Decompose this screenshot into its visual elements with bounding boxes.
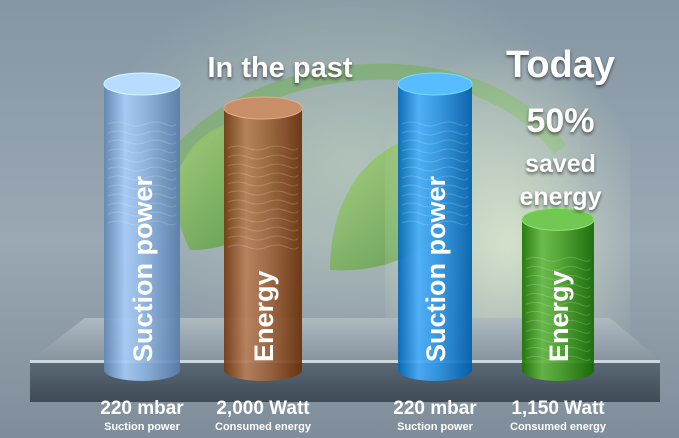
bar-wave [401, 130, 469, 136]
bar-wave [401, 184, 469, 190]
bar-wave [525, 337, 591, 343]
bar-wave [107, 121, 177, 127]
value-label: 220 mbar [393, 398, 477, 419]
bar-wave [227, 226, 299, 232]
bar-wave [107, 130, 177, 136]
bar-wave [107, 157, 177, 163]
bar-wave [525, 283, 591, 289]
today-heading: Today [505, 44, 616, 86]
past-heading: In the past [207, 52, 353, 84]
bar-wave [107, 139, 177, 145]
bar-body [224, 108, 302, 381]
value-label: 220 mbar [100, 398, 184, 419]
value-label: 1,150 Watt [511, 398, 605, 419]
bars-group: Suction power Energy Suction power Energy [103, 72, 595, 381]
bar-wave [401, 211, 469, 217]
value-sublabel: Suction power [104, 421, 181, 433]
bar-top [223, 96, 303, 120]
bar-wave [401, 220, 469, 226]
bar-name-label: Suction power [128, 176, 158, 363]
bar-body [398, 84, 472, 381]
bar-wave [107, 193, 177, 199]
platform-edge [30, 360, 660, 363]
bar-wave [107, 148, 177, 154]
bar-wave [401, 193, 469, 199]
bar-name-label: Energy [544, 270, 574, 362]
bar-wave [107, 202, 177, 208]
bar-wave [227, 145, 299, 151]
bar-wave [525, 310, 591, 316]
bar-wave [401, 175, 469, 181]
bar-wave [401, 148, 469, 154]
value-sublabel: Consumed energy [510, 421, 607, 433]
bar-top [397, 72, 473, 96]
bar-wave [227, 154, 299, 160]
bar-wave [525, 274, 591, 280]
platform-top [30, 318, 660, 360]
savings-caption: saved energy [498, 148, 623, 214]
bar-wave [227, 181, 299, 187]
bar-wave [227, 208, 299, 214]
bar-wave [107, 211, 177, 217]
bar-wave [227, 244, 299, 250]
value-sublabel: Suction power [397, 421, 474, 433]
bar-wave [401, 139, 469, 145]
bar-wave [525, 256, 591, 262]
savings-caption-line2: energy [519, 183, 602, 211]
bar-1: Energy [223, 96, 303, 381]
bar-name-label: Suction power [421, 176, 451, 363]
bar-name-label: Energy [249, 270, 279, 362]
bar-wave [107, 184, 177, 190]
bar-wave [525, 265, 591, 271]
bar-wave [401, 121, 469, 127]
bar-wave [525, 292, 591, 298]
bar-wave [227, 235, 299, 241]
bar-wave [107, 166, 177, 172]
bar-wave [227, 199, 299, 205]
savings-caption-line1: saved [525, 150, 596, 178]
bar-wave [401, 202, 469, 208]
bar-top [521, 207, 595, 231]
bar-wave [401, 166, 469, 172]
bar-wave [227, 172, 299, 178]
bar-wave [525, 346, 591, 352]
bar-wave [401, 157, 469, 163]
bar-body [522, 219, 594, 381]
savings-percent: 50% [526, 102, 595, 140]
bar-wave [525, 319, 591, 325]
value-sublabel: Consumed energy [215, 421, 312, 433]
bar-2: Suction power [397, 72, 473, 381]
bar-3: Energy [521, 207, 595, 381]
bar-wave [525, 355, 591, 361]
bar-wave [525, 301, 591, 307]
bar-0: Suction power [103, 72, 181, 381]
bar-wave [525, 328, 591, 334]
bar-wave [107, 220, 177, 226]
value-labels-group: 220 mbar Suction power 2,000 Watt Consumed … [100, 398, 607, 433]
bar-wave [227, 217, 299, 223]
bar-wave [227, 190, 299, 196]
bar-wave [227, 163, 299, 169]
bar-top [103, 72, 181, 96]
value-label: 2,000 Watt [216, 398, 310, 419]
bar-wave [107, 175, 177, 181]
bar-body [104, 84, 180, 381]
